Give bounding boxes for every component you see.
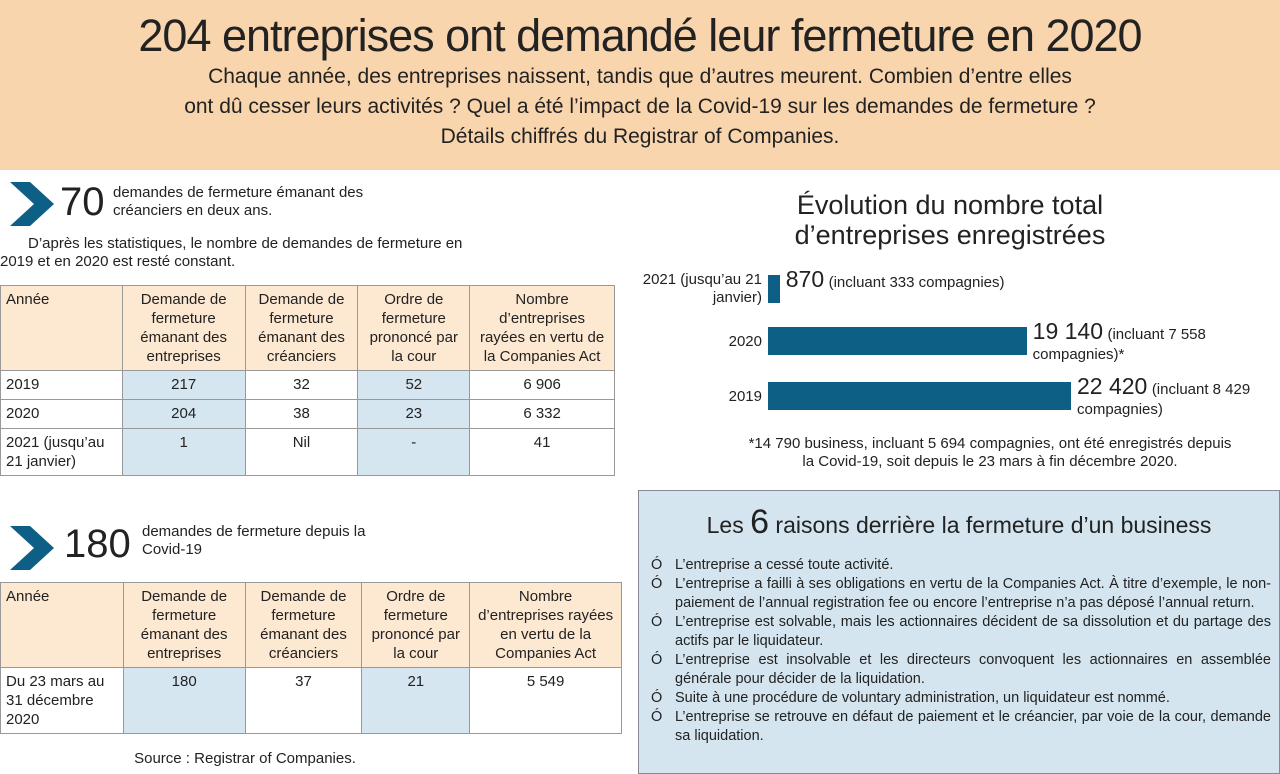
annotation: (incluant 333 compagnies) (828, 274, 1005, 291)
table: Année Demande de fermeture émanant des en… (0, 285, 615, 476)
category-label: 2020 (728, 333, 762, 350)
cell: 21 (361, 667, 471, 734)
row: 2019 217 32 52 6 906 (0, 370, 615, 400)
reason-text: L’entreprise a failli à ses obligations … (675, 576, 1271, 611)
source: Source : Registrar of Companies. (134, 750, 356, 767)
bullet: Ó (651, 652, 663, 668)
category-label: 2019 (728, 388, 762, 405)
header-cell: Année (0, 285, 123, 371)
reason-item: Ó L’entreprise se retrouve en défaut de p… (639, 708, 1279, 746)
header-cell: Demande de fermeture émanant des créanci… (244, 285, 359, 371)
reasons-box: Les 6 raisons derrière la fermeture d’un… (638, 490, 1280, 774)
cell: 2020 (0, 399, 123, 429)
cell: - (357, 428, 471, 476)
bullet: Ó (651, 690, 663, 706)
reasons-title-part: raisons derrière la fermeture d’un busin… (775, 512, 1212, 538)
reason-item: Ó L’entreprise est insolvable et les dire… (639, 651, 1279, 689)
reason-item: Ó Suite à une procédure de voluntary admi… (639, 689, 1279, 708)
header-cell: Nombre d’entreprises rayées en vertu de … (469, 285, 615, 371)
cell: Du 23 mars au 31 décembre 2020 (0, 667, 124, 734)
header-cell: Ordre de fermeture prononcé par la cour (361, 582, 471, 668)
reason-text: L’entreprise est solvable, mais les acti… (675, 614, 1271, 649)
cell: 2019 (0, 370, 123, 400)
cell: 32 (244, 370, 359, 400)
category-label: 2021 (jusqu’au 21 janvier) (642, 271, 762, 306)
header-cell: Année (0, 582, 124, 668)
stat-text: demandes de fermeture émanant des créanc… (113, 184, 364, 219)
chart-title: Évolution du nombre total d’entreprises … (720, 190, 1180, 250)
cell: 23 (357, 399, 471, 429)
header-cell: Demande de fermeture émanant des créanci… (244, 582, 363, 668)
value-label: 19 140 (1032, 318, 1104, 344)
cell: 5 549 (469, 667, 622, 734)
header-row: Année Demande de fermeture émanant des en… (0, 285, 615, 371)
annotation: (incluant 7 558 compagnies)* (1032, 326, 1206, 363)
cell: 2021 (jusqu’au 21 janvier) (0, 428, 123, 476)
bullet: Ó (651, 576, 663, 592)
subtitle: ont dû cesser leurs activités ? Quel a é… (184, 95, 1096, 118)
bar-chart: 2021 (jusqu’au 21 janvier) 870 (incluant … (640, 265, 1280, 425)
header-row: Année Demande de fermeture émanant des en… (0, 582, 622, 668)
reason-item: Ó L’entreprise a cessé toute activité. (639, 556, 1279, 575)
header-cell: Demande de fermeture émanant des entrepr… (121, 285, 246, 371)
chart-title-line: Évolution du nombre total (796, 190, 1104, 220)
annotation: (incluant 8 429 compagnies) (1077, 381, 1251, 418)
value-group: 19 140 (incluant 7 558 compagnies)* (1032, 318, 1276, 365)
reasons-title-part: Les (706, 512, 744, 538)
reason-text: Suite à une procédure de voluntary admin… (675, 690, 1170, 706)
cell: 217 (121, 370, 246, 400)
cell: 38 (244, 399, 359, 429)
subtitle: Chaque année, des entreprises naissent, … (208, 65, 1072, 88)
chevron (10, 526, 54, 570)
reasons-number: 6 (750, 503, 770, 541)
row: Du 23 mars au 31 décembre 2020 180 37 21 5 5… (0, 667, 622, 734)
reason-item: Ó L’entreprise a failli à ses obligations… (639, 575, 1279, 613)
intro: D’après les statistiques, le nombre de d… (0, 235, 463, 270)
value-group: 22 420 (incluant 8 429 compagnies) (1077, 373, 1276, 420)
cell: 6 332 (469, 399, 615, 429)
header-cell: Ordre de fermeture prononcé par la cour (357, 285, 471, 371)
cell: Nil (244, 428, 359, 476)
value-label: 870 (785, 266, 825, 292)
cell: 37 (244, 667, 363, 734)
reasons-list: Ó L’entreprise a cessé toute activité. Ó L’… (639, 556, 1279, 746)
stat-text: demandes de fermeture depuis la Covid-19 (142, 523, 366, 558)
bullet: Ó (651, 557, 663, 573)
header-cell: Demande de fermeture émanant des entrepr… (122, 582, 246, 668)
reason-text: L’entreprise se retrouve en défaut de pa… (675, 709, 1271, 744)
cell: 52 (357, 370, 471, 400)
reason-text: L’entreprise est insolvable et les direc… (675, 652, 1271, 687)
chart-title-line: d’entreprises enregistrées (794, 220, 1106, 250)
bullet: Ó (651, 614, 663, 630)
stat-number: 70 (60, 180, 105, 224)
header-cell: Nombre d’entreprises rayées en vertu de … (469, 582, 622, 668)
cell: 41 (469, 428, 615, 476)
reason-item: Ó L’entreprise est solvable, mais les act… (639, 613, 1279, 651)
subtitle: Détails chiffrés du Registrar of Compani… (440, 125, 840, 148)
bar (768, 382, 1071, 410)
title: 204 entreprises ont demandé leur fermetu… (138, 10, 1142, 61)
bar (768, 275, 780, 303)
footnote: *14 790 business, incluant 5 694 compagn… (748, 435, 1232, 470)
bar (768, 327, 1027, 355)
stat-number: 180 (64, 522, 131, 566)
bullet: Ó (651, 709, 663, 725)
row: 2020 204 38 23 6 332 (0, 399, 615, 429)
reason-text: L’entreprise a cessé toute activité. (675, 557, 894, 573)
value-label: 22 420 (1077, 373, 1148, 399)
cell: 1 (121, 428, 246, 476)
header: 204 entreprises ont demandé leur fermetu… (0, 0, 1280, 170)
value-group: 870 (incluant 333 compagnies) (785, 266, 1036, 293)
reasons-title: Les 6 raisons derrière la fermeture d’un… (639, 503, 1279, 542)
cell: 204 (121, 399, 246, 429)
cell: 6 906 (469, 370, 615, 400)
row: 2021 (jusqu’au 21 janvier) 1 Nil -41 (0, 428, 615, 476)
cell: 180 (122, 667, 246, 734)
chevron (10, 182, 54, 226)
table: Année Demande de fermeture émanant des en… (0, 582, 622, 734)
